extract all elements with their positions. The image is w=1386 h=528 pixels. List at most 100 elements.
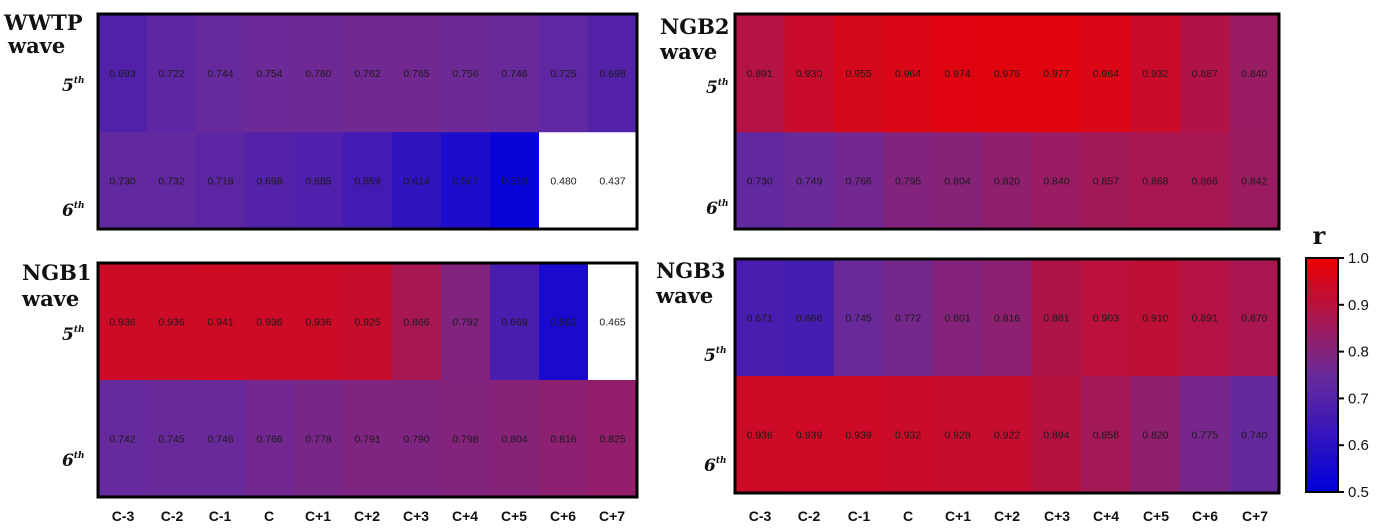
heatmap-cell (147, 132, 197, 230)
heatmap-cell (982, 132, 1033, 230)
row-label-6th: 6th (706, 199, 729, 219)
cell-value-label: 0.666 (796, 313, 822, 325)
heatmap-cells: 0.671 0.666 0.745 0.772 0.801 0.816 0.881 0.903… (735, 259, 1280, 494)
cell-value-label: 0.820 (994, 176, 1020, 188)
heatmap-cell (588, 380, 638, 498)
column-label: C+1 (945, 508, 971, 524)
cell-value-label: 0.974 (944, 68, 970, 80)
heatmap-cell (1180, 132, 1231, 230)
cell-value-label: 0.925 (354, 317, 380, 329)
cell-value-label: 0.804 (501, 434, 527, 446)
cell-value-label: 0.740 (1241, 430, 1267, 442)
heatmap-cell (1081, 132, 1132, 230)
column-label: C+4 (1093, 508, 1119, 524)
panel-title-line-2: wave (655, 283, 713, 308)
cell-value-label: 0.936 (747, 430, 773, 442)
cell-value-label: 0.825 (599, 434, 625, 446)
heatmap-cell (196, 380, 246, 498)
panel-title-line-1: NGB3 (656, 258, 726, 283)
colorbar-tick-label: 0.7 (1348, 390, 1369, 407)
heatmap-cell (833, 14, 884, 133)
cell-value-label: 0.730 (747, 176, 773, 188)
cell-value-label: 0.857 (1093, 176, 1119, 188)
cell-value-label: 0.939 (796, 430, 822, 442)
heatmap-cell (1031, 259, 1082, 377)
heatmap-cells: 0.891 0.930 0.955 0.964 0.974 0.976 0.977 0.964… (735, 14, 1280, 230)
heatmap-cell (441, 132, 491, 230)
heatmap-cell (932, 14, 983, 133)
cell-value-label: 0.742 (109, 434, 135, 446)
heatmap-cell (1130, 14, 1181, 133)
heatmap-cell (245, 380, 295, 498)
heatmap-cell (1081, 14, 1132, 133)
cell-value-label: 0.930 (796, 68, 822, 80)
cell-value-label: 0.941 (207, 317, 233, 329)
heatmap-cell (932, 259, 983, 377)
heatmap-cell (735, 376, 786, 494)
heatmap-cells: 0.936 0.936 0.941 0.936 0.936 0.925 0.866 0.792… (98, 263, 638, 498)
heatmap-cell (196, 132, 246, 230)
heatmap-cell (245, 14, 295, 133)
colorbar-gradient (1305, 257, 1339, 493)
heatmap-cell (196, 263, 246, 381)
cell-value-label: 0.804 (944, 176, 970, 188)
cell-value-label: 0.775 (1192, 430, 1218, 442)
cell-value-label: 0.955 (845, 68, 871, 80)
heatmap-cell (245, 132, 295, 230)
heatmap-cell (1130, 132, 1181, 230)
heatmap-cell (932, 132, 983, 230)
column-label: C+3 (403, 508, 429, 524)
column-label: C+6 (1192, 508, 1218, 524)
cell-value-label: 0.840 (1043, 176, 1069, 188)
heatmap-cell (294, 14, 344, 133)
heatmap-cell (147, 380, 197, 498)
cell-value-label: 0.866 (1192, 176, 1218, 188)
colorbar-title: r (1313, 221, 1326, 250)
cell-value-label: 0.749 (796, 176, 822, 188)
heatmap-cell (392, 263, 442, 381)
cell-value-label: 0.932 (895, 430, 921, 442)
heatmap-cell (588, 132, 638, 230)
heatmap-cell (1031, 132, 1082, 230)
heatmap-cell (1130, 376, 1181, 494)
column-label: C (903, 508, 913, 524)
cell-value-label: 0.766 (845, 176, 871, 188)
row-label-5th: 5th (706, 78, 729, 98)
heatmap-cell (98, 380, 148, 498)
row-label-5th: 5th (62, 325, 85, 345)
cell-value-label: 0.870 (1241, 313, 1267, 325)
cell-value-label: 0.858 (1093, 430, 1119, 442)
cell-value-label: 0.561 (550, 317, 576, 329)
heatmap-cells: 0.693 0.722 0.744 0.754 0.760 0.762 0.765 0.756… (98, 14, 638, 230)
cell-value-label: 0.903 (1093, 313, 1119, 325)
cell-value-label: 0.816 (550, 434, 576, 446)
colorbar-ticks: 1.0 0.9 0.8 0.7 0.6 0.5 (1338, 250, 1369, 501)
heatmap-cell (490, 263, 540, 381)
cell-value-label: 0.760 (305, 68, 331, 80)
panel-title-line-1: NGB2 (660, 14, 730, 39)
cell-value-label: 0.766 (256, 434, 282, 446)
column-label: C-1 (209, 508, 232, 524)
column-labels: C-3 C-2 C-1 C C+1 C+2 C+3 C+4 C+5 C+6 C+… (749, 508, 1269, 524)
column-label: C+2 (354, 508, 380, 524)
column-label: C-3 (749, 508, 772, 524)
row-label-6th: 6th (704, 456, 727, 476)
row-label-5th: 5th (704, 346, 727, 366)
heatmap-cell (1229, 259, 1280, 377)
cell-value-label: 0.754 (256, 68, 282, 80)
heatmap-cell (1180, 259, 1231, 377)
row-label-5th: 5th (62, 76, 85, 96)
heatmap-panel-ngb2: NGB2 wave 5th 6th 0.891 0.930 0.955 0.964 0.… (659, 12, 1281, 231)
cell-value-label: 0.866 (403, 317, 429, 329)
heatmap-cell (883, 376, 934, 494)
heatmap-cell (147, 263, 197, 381)
cell-value-label: 0.698 (599, 68, 625, 80)
cell-value-label: 0.922 (994, 430, 1020, 442)
colorbar-tick-label: 0.5 (1348, 484, 1369, 501)
cell-value-label: 0.801 (944, 313, 970, 325)
panel-title-line-1: WWTP (3, 10, 83, 35)
cell-value-label: 0.936 (305, 317, 331, 329)
heatmap-cell (735, 14, 786, 133)
heatmap-panel-ngb1: NGB1 wave 5th 6th 0.936 0.936 0.941 0.936 0.… (21, 260, 639, 499)
heatmap-cell (539, 380, 589, 498)
